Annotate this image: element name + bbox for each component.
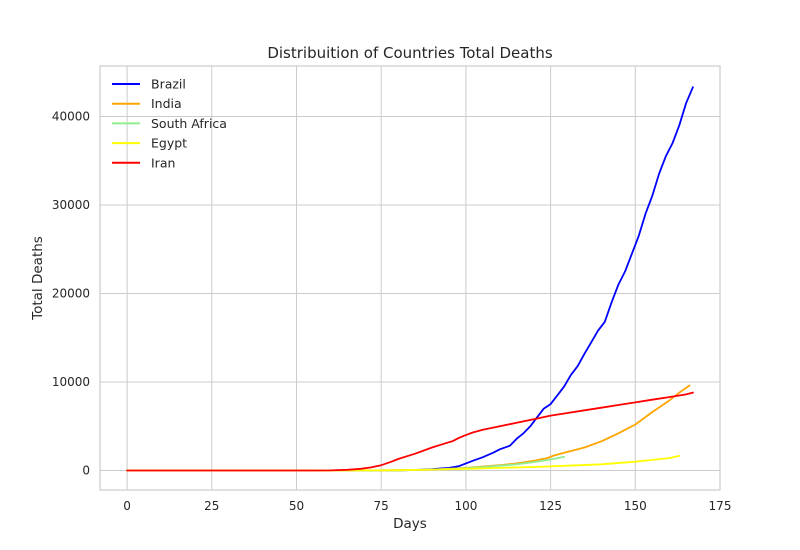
y-tick-label: 40000 — [52, 109, 90, 123]
y-tick-labels: 0 10000 20000 30000 40000 — [52, 109, 90, 477]
y-tick-label: 0 — [82, 464, 90, 478]
chart-title: Distribuition of Countries Total Deaths — [267, 44, 553, 62]
y-tick-label: 30000 — [52, 198, 90, 212]
legend-label: South Africa — [151, 116, 227, 131]
series-line-iran — [126, 391, 694, 472]
x-tick-label: 75 — [374, 499, 389, 513]
legend: Brazil India South Africa Egypt Iran — [112, 77, 227, 170]
legend-label: Brazil — [151, 77, 186, 92]
legend-label: Egypt — [151, 136, 187, 151]
x-tick-label: 125 — [539, 499, 562, 513]
x-axis-label: Days — [393, 516, 427, 532]
plot-area — [100, 66, 720, 490]
x-tick-label: 0 — [123, 499, 131, 513]
series-line-egypt — [126, 454, 681, 472]
plot-frame — [99, 65, 721, 491]
x-tick-labels: 0 25 50 75 100 125 150 175 — [123, 499, 731, 513]
y-tick-label: 10000 — [52, 375, 90, 389]
legend-label: India — [151, 96, 182, 111]
series-lines — [126, 86, 694, 472]
x-tick-label: 25 — [204, 499, 219, 513]
y-axis-label: Total Deaths — [30, 236, 46, 321]
x-tick-label: 175 — [709, 499, 732, 513]
legend-label: Iran — [151, 155, 175, 170]
x-tick-label: 50 — [289, 499, 304, 513]
y-tick-label: 20000 — [52, 286, 90, 300]
x-tick-label: 150 — [624, 499, 647, 513]
x-tick-label: 100 — [454, 499, 477, 513]
